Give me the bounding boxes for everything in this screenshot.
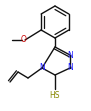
Text: O: O	[21, 36, 27, 45]
Text: HS: HS	[50, 91, 60, 100]
Text: N: N	[67, 63, 73, 72]
Text: N: N	[39, 63, 45, 72]
Text: N: N	[67, 51, 73, 59]
